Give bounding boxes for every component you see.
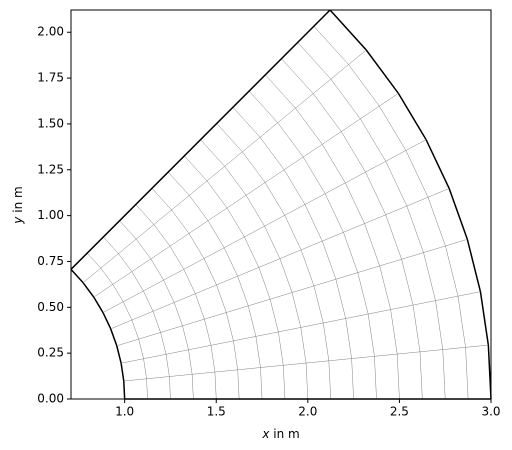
- y-tick-label: 1.00: [37, 208, 64, 222]
- y-tick-label: 2.00: [37, 25, 64, 39]
- mesh-ray: [110, 188, 450, 330]
- x-tick-label: 1.0: [115, 405, 134, 419]
- plot-frame: [70, 9, 492, 400]
- y-tick-label: 1.75: [37, 71, 64, 85]
- y-tick-label: 0.25: [37, 346, 64, 360]
- mesh-ray: [116, 239, 468, 347]
- mesh-ray: [102, 139, 427, 313]
- mesh-ray: [121, 291, 481, 364]
- mesh-ray: [123, 344, 489, 382]
- y-tick-label: 0.75: [37, 254, 64, 268]
- y-axis-label: y in m: [11, 186, 25, 224]
- mesh-ray: [82, 49, 367, 283]
- boundary-arc: [70, 268, 126, 400]
- mesh-ray: [93, 93, 399, 298]
- y-tick-label: 0.50: [37, 300, 64, 314]
- x-tick-label: 2.0: [298, 405, 317, 419]
- y-tick-label: 0.00: [37, 392, 64, 406]
- x-axis-label: x in m: [261, 427, 299, 441]
- mesh: [70, 9, 492, 400]
- y-tick-label: 1.25: [37, 162, 64, 176]
- x-tick-label: 3.0: [481, 405, 500, 419]
- x-tick-label: 2.5: [390, 405, 409, 419]
- x-tick-label: 1.5: [207, 405, 226, 419]
- y-tick-label: 1.50: [37, 116, 64, 130]
- boundary-edge: [70, 9, 331, 270]
